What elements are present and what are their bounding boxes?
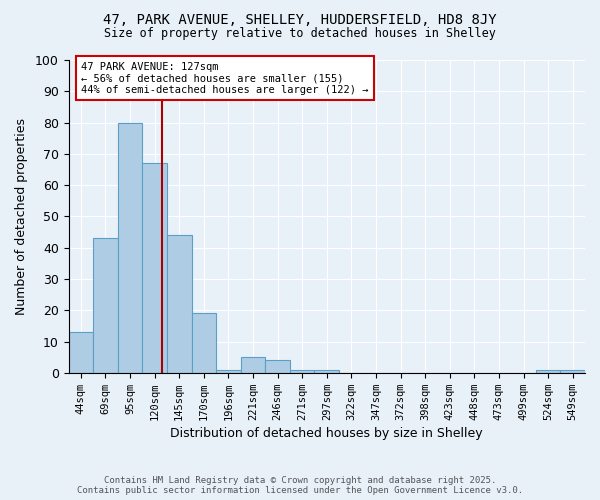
Bar [191, 314, 216, 373]
Bar [68, 332, 93, 373]
Bar [167, 235, 191, 373]
Bar [118, 122, 142, 373]
Bar [241, 357, 265, 373]
X-axis label: Distribution of detached houses by size in Shelley: Distribution of detached houses by size … [170, 427, 483, 440]
Bar [560, 370, 585, 373]
Bar [142, 163, 167, 373]
Bar [536, 370, 560, 373]
Y-axis label: Number of detached properties: Number of detached properties [15, 118, 28, 315]
Bar [290, 370, 314, 373]
Bar [216, 370, 241, 373]
Bar [93, 238, 118, 373]
Text: Size of property relative to detached houses in Shelley: Size of property relative to detached ho… [104, 28, 496, 40]
Bar [265, 360, 290, 373]
Bar [314, 370, 339, 373]
Text: Contains HM Land Registry data © Crown copyright and database right 2025.
Contai: Contains HM Land Registry data © Crown c… [77, 476, 523, 495]
Text: 47 PARK AVENUE: 127sqm
← 56% of detached houses are smaller (155)
44% of semi-de: 47 PARK AVENUE: 127sqm ← 56% of detached… [81, 62, 368, 95]
Text: 47, PARK AVENUE, SHELLEY, HUDDERSFIELD, HD8 8JY: 47, PARK AVENUE, SHELLEY, HUDDERSFIELD, … [103, 12, 497, 26]
